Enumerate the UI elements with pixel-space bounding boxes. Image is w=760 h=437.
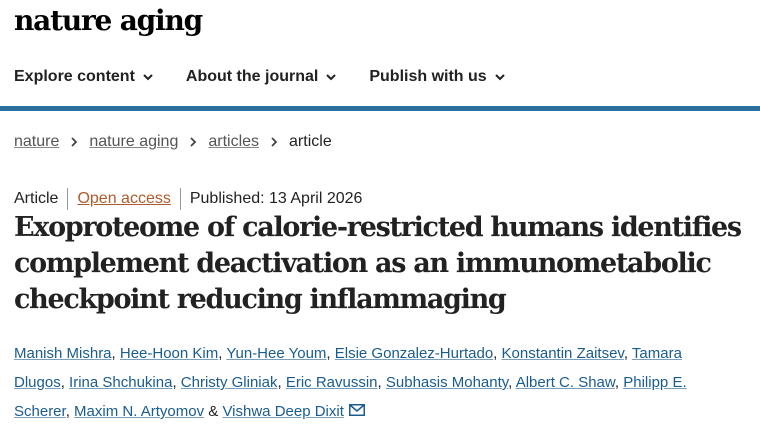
nav-item-label: About the journal: [185, 68, 319, 85]
nav-item-label: Publish with us: [369, 68, 487, 85]
author-separator: ,: [172, 374, 177, 391]
published-date: Published: 13 April 2026: [189, 190, 363, 207]
title-line: complement deactivation as an immunometa…: [14, 248, 712, 279]
chevron-down-icon: [326, 74, 337, 81]
author-separator: ,: [218, 345, 223, 362]
author-conjunction: &: [208, 403, 219, 420]
nav-item-label: Explore content: [14, 68, 135, 85]
author-separator: ,: [326, 345, 331, 362]
nav-about-journal[interactable]: About the journal: [186, 68, 337, 86]
author-link[interactable]: Scherer: [14, 403, 66, 420]
breadcrumb-current: article: [289, 133, 332, 150]
author-separator: ,: [493, 345, 498, 362]
author-separator: ,: [65, 403, 70, 420]
title-line: checkpoint reducing inflammaging: [14, 284, 507, 315]
article-meta: Article Open access Published: 13 April …: [14, 188, 362, 210]
author-link[interactable]: Christy Gliniak: [180, 374, 278, 391]
author-line: Manish Mishra, Hee-Hoon Kim, Yun-Hee You…: [14, 339, 754, 368]
chevron-right-icon: [190, 137, 197, 147]
meta-divider: [67, 188, 69, 210]
header-divider: [0, 106, 760, 111]
author-line: Scherer, Maxim N. Artyomov & Vishwa Deep…: [14, 397, 754, 426]
author-line: Dlugos, Irina Shchukina, Christy Gliniak…: [14, 368, 754, 397]
article-title: Exoproteome of calorie-restricted humans…: [14, 210, 754, 318]
site-logo[interactable]: nature aging: [14, 4, 203, 37]
author-link[interactable]: Yun-Hee Youm: [226, 345, 327, 362]
author-link[interactable]: Irina Shchukina: [69, 374, 173, 391]
author-separator: ,: [614, 374, 620, 391]
author-link[interactable]: Albert C. Shaw: [515, 374, 615, 391]
chevron-right-icon: [71, 137, 78, 147]
breadcrumb-nature[interactable]: nature: [14, 133, 60, 150]
envelope-icon[interactable]: [348, 404, 365, 417]
author-link[interactable]: Maxim N. Artyomov: [74, 403, 205, 420]
breadcrumb-articles[interactable]: articles: [208, 133, 260, 150]
author-separator: ,: [508, 374, 513, 391]
author-link[interactable]: Hee-Hoon Kim: [119, 345, 219, 362]
chevron-down-icon: [494, 74, 505, 81]
author-link[interactable]: Konstantin Zaitsev: [501, 345, 624, 362]
main-nav: Explore content About the journal Publis…: [14, 68, 506, 86]
author-list: Manish Mishra, Hee-Hoon Kim, Yun-Hee You…: [14, 339, 754, 426]
nav-publish-with-us[interactable]: Publish with us: [369, 68, 505, 86]
author-link[interactable]: Philipp E.: [623, 374, 687, 391]
breadcrumb: nature nature aging articles article: [14, 133, 332, 151]
open-access-link[interactable]: Open access: [77, 190, 171, 207]
author-separator: ,: [377, 374, 382, 391]
chevron-down-icon: [143, 74, 153, 81]
chevron-right-icon: [271, 137, 278, 147]
author-link[interactable]: Dlugos: [14, 374, 61, 391]
breadcrumb-nature-aging[interactable]: nature aging: [89, 133, 179, 150]
title-line: Exoproteome of calorie-restricted humans…: [14, 212, 742, 243]
meta-divider: [179, 188, 181, 210]
author-link[interactable]: Elsie Gonzalez-Hurtado: [334, 345, 494, 362]
author-link[interactable]: Vishwa Deep Dixit: [222, 403, 344, 420]
author-link[interactable]: Eric Ravussin: [285, 374, 378, 391]
author-separator: ,: [60, 374, 65, 391]
author-link[interactable]: Subhasis Mohanty: [385, 374, 509, 391]
article-type: Article: [14, 190, 59, 207]
author-link[interactable]: Manish Mishra: [14, 345, 112, 362]
author-separator: ,: [277, 374, 282, 391]
author-separator: ,: [111, 345, 116, 362]
author-separator: ,: [623, 345, 628, 362]
nav-explore-content[interactable]: Explore content: [14, 68, 154, 86]
author-link[interactable]: Tamara: [631, 345, 682, 362]
